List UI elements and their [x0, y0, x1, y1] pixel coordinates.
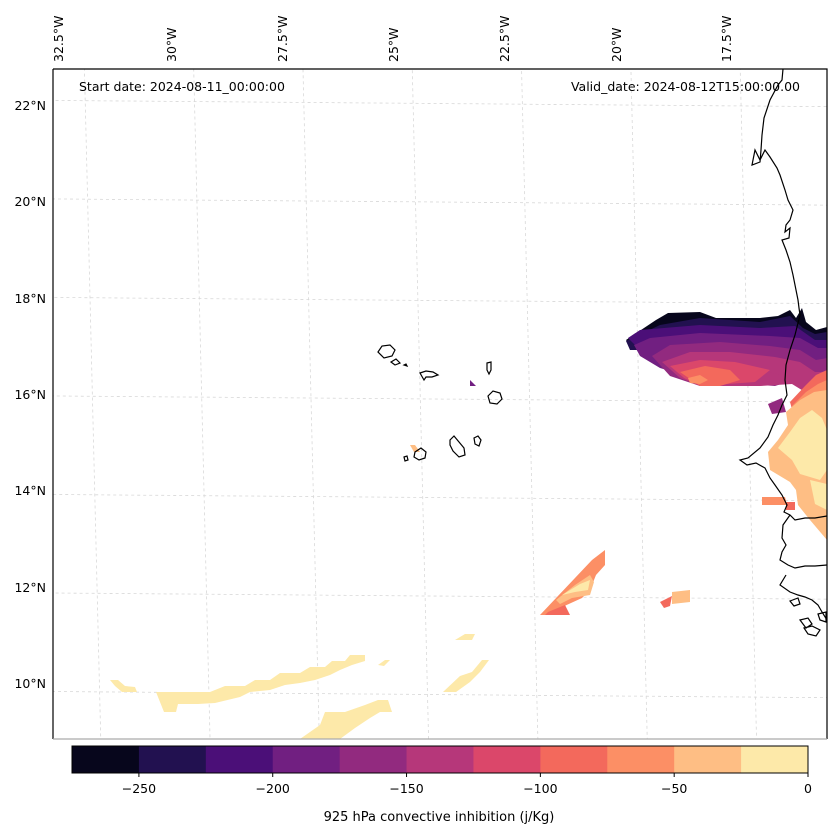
gridline-lon-6 — [739, 69, 757, 739]
colorbar-tick-label: −250 — [122, 781, 156, 796]
lat-tick-label: 12°N — [14, 580, 46, 595]
lon-tick-label: 27.5°W — [275, 16, 290, 62]
island-santa-luzia — [402, 363, 409, 368]
contour-region-21 — [545, 605, 570, 615]
colorbar-swatch — [339, 746, 408, 773]
colorbar-tick-label: 0 — [804, 781, 812, 796]
gridlines — [53, 69, 827, 739]
contour-region-27 — [156, 655, 365, 712]
contour-region-28 — [378, 660, 390, 666]
lon-tick-label: 20°W — [609, 27, 624, 62]
island-santiago — [449, 435, 466, 458]
contour-region-29 — [455, 634, 475, 640]
contour-region-15 — [810, 480, 827, 510]
island-santo-antao — [377, 344, 396, 359]
island-sao-nicolau — [419, 370, 440, 382]
map-area — [53, 69, 827, 739]
valid-date-label: Valid_date: 2024-08-12T15:00:00.00 — [571, 79, 800, 94]
colorbar-swatch — [272, 746, 341, 773]
gridline-lat-1 — [53, 198, 827, 206]
colorbar-swatch — [406, 746, 474, 773]
contour-region-14 — [778, 410, 827, 480]
lon-tick-label: 30°W — [164, 27, 179, 62]
coastline-africa — [738, 69, 827, 521]
gridline-lat-0 — [53, 100, 827, 107]
lat-tick-label: 20°N — [14, 194, 46, 209]
island-fogo — [413, 447, 427, 461]
island-sao-vicente — [389, 358, 402, 366]
colorbar-tick-label: −100 — [523, 781, 557, 796]
coastline-gambia-guinea — [779, 514, 827, 621]
lat-tick-label: 14°N — [14, 483, 46, 498]
gridline-lon-2 — [302, 69, 320, 739]
island-sal — [486, 361, 492, 376]
contour-region-16 — [762, 497, 787, 505]
contour-region-30 — [443, 660, 489, 692]
contour-region-18 — [540, 550, 605, 615]
contour-region-23 — [660, 596, 672, 608]
gridline-lat-5 — [53, 592, 827, 600]
lat-tick-label: 16°N — [14, 387, 46, 402]
colorbar-swatch — [72, 746, 140, 773]
contour-region-22 — [672, 590, 690, 604]
contour-region-26 — [110, 680, 137, 692]
longitude-labels: 32.5°W 30°W 27.5°W 25°W 22.5°W 20°W 17.5°W — [51, 16, 734, 62]
colorbar-label: 925 hPa convective inhibition (j/Kg) — [324, 810, 555, 825]
lat-tick-label: 18°N — [14, 291, 46, 306]
colorbar-swatch — [741, 746, 809, 773]
lat-tick-label: 22°N — [14, 98, 46, 113]
contour-region-24 — [470, 380, 476, 386]
start-date-label: Start date: 2024-08-11_00:00:00 — [79, 79, 285, 94]
coastline-small-islands — [789, 597, 827, 637]
contour-region-8 — [688, 375, 708, 384]
latitude-labels: 22°N 20°N 18°N 16°N 14°N 12°N 10°N — [14, 98, 46, 691]
colorbar: −250 −200 −150 −100 −50 0 — [71, 745, 812, 796]
contour-region-31 — [300, 700, 392, 739]
colorbar-swatch — [138, 746, 207, 773]
lon-tick-label: 22.5°W — [497, 16, 512, 62]
colorbar-swatch — [473, 746, 541, 773]
gridline-lat-4 — [53, 494, 827, 502]
lon-tick-label: 25°W — [386, 27, 401, 62]
contour-region-10 — [768, 398, 786, 414]
map-frame — [53, 68, 828, 739]
colorbar-swatch — [540, 746, 608, 773]
contour-region-9 — [762, 372, 780, 382]
gridline-lat-3 — [53, 395, 827, 403]
contour-region-17 — [786, 502, 795, 510]
lon-tick-label: 17.5°W — [719, 16, 734, 62]
island-maio — [473, 435, 482, 447]
cin-field — [110, 308, 827, 739]
colorbar-tick-label: −200 — [256, 781, 290, 796]
gridline-lat-2 — [53, 297, 827, 305]
colorbar-swatch — [205, 746, 274, 773]
island-brava — [403, 455, 409, 462]
lon-tick-label: 32.5°W — [51, 16, 66, 62]
colorbar-tick-label: −150 — [389, 781, 423, 796]
contour-region-20 — [562, 580, 590, 595]
lat-tick-label: 10°N — [14, 676, 46, 691]
colorbar-swatch — [674, 746, 742, 773]
island-boa-vista — [487, 390, 503, 405]
colorbar-tick-label: −50 — [661, 781, 687, 796]
colorbar-frame — [71, 745, 809, 774]
colorbar-swatch — [607, 746, 675, 773]
coastlines — [377, 69, 827, 637]
